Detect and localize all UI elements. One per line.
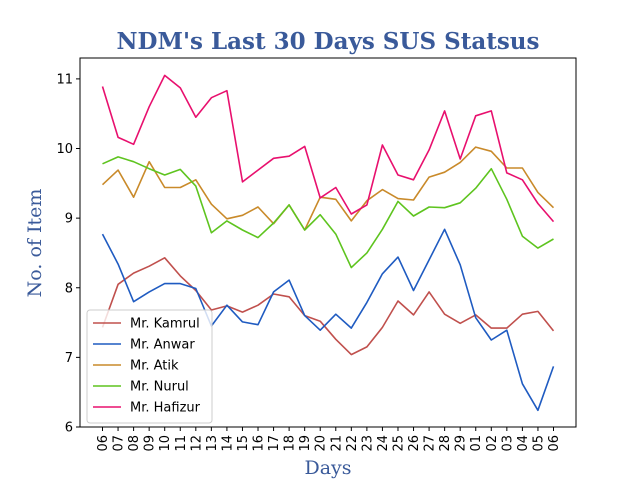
chart-title: NDM's Last 30 Days SUS Statsus (117, 28, 540, 55)
x-tick-label: 19 (298, 435, 313, 452)
x-tick-label: 14 (220, 435, 235, 452)
y-tick-label: 8 (65, 281, 73, 296)
x-tick-label: 28 (438, 435, 453, 452)
legend-label: Mr. Hafizur (130, 401, 201, 416)
x-tick-label: 13 (205, 435, 220, 452)
x-tick-label: 15 (236, 435, 251, 452)
x-tick-label: 12 (189, 435, 204, 452)
x-tick-label: 02 (485, 435, 500, 452)
legend-label: Mr. Kamrul (130, 317, 200, 332)
plot-frame (79, 57, 577, 428)
legend-box (86, 309, 213, 424)
series-line-mr-atik (101, 146, 555, 231)
x-tick-label: 23 (360, 435, 375, 452)
legend-label: Mr. Anwar (130, 338, 195, 353)
x-tick-label: 22 (345, 435, 360, 452)
x-tick-label: 05 (531, 435, 546, 452)
x-tick-label: 04 (516, 435, 531, 452)
y-tick-label: 7 (65, 351, 73, 366)
x-tick-label: 11 (174, 435, 189, 452)
x-tick-label: 26 (407, 435, 422, 452)
y-tick-label: 9 (65, 212, 73, 227)
x-tick-label: 10 (158, 435, 173, 452)
plot-lines (101, 74, 555, 412)
legend-label: Mr. Nurul (130, 380, 189, 395)
y-tick-label: 11 (56, 72, 73, 87)
y-tick-label: 10 (56, 142, 73, 157)
x-tick-label: 08 (127, 435, 142, 452)
x-tick-label: 06 (96, 435, 111, 452)
x-tick-label: 24 (376, 435, 391, 452)
x-tick-label: 18 (283, 435, 298, 452)
series-line-mr-kamrul (101, 256, 555, 356)
legend: Mr. Kamrul Mr. Anwar Mr. Atik Mr. Nurul Mr. … (86, 309, 213, 424)
legend-label: Mr. Atik (130, 359, 179, 374)
x-tick-label: 01 (469, 435, 484, 452)
x-tick-label: 07 (112, 435, 127, 452)
x-axis-label: Days (304, 457, 351, 479)
series-line-mr-anwar (101, 228, 555, 412)
x-tick-label: 27 (423, 435, 438, 452)
x-tick-label: 20 (314, 435, 329, 452)
series-line-mr-hafizur (101, 74, 555, 223)
x-tick-label: 21 (329, 435, 344, 452)
x-tick-label: 17 (267, 435, 282, 452)
x-tick-label: 29 (454, 435, 469, 452)
x-tick-label: 16 (252, 435, 267, 452)
series-line-mr-nurul (102, 156, 554, 269)
x-tick-label: 25 (391, 435, 406, 452)
x-tick-label: 09 (143, 435, 158, 452)
y-tick-label: 6 (65, 421, 73, 436)
y-axis-label: No. of Item (24, 189, 46, 298)
x-tick-label: 06 (547, 435, 562, 452)
x-tick-label: 03 (500, 435, 515, 452)
